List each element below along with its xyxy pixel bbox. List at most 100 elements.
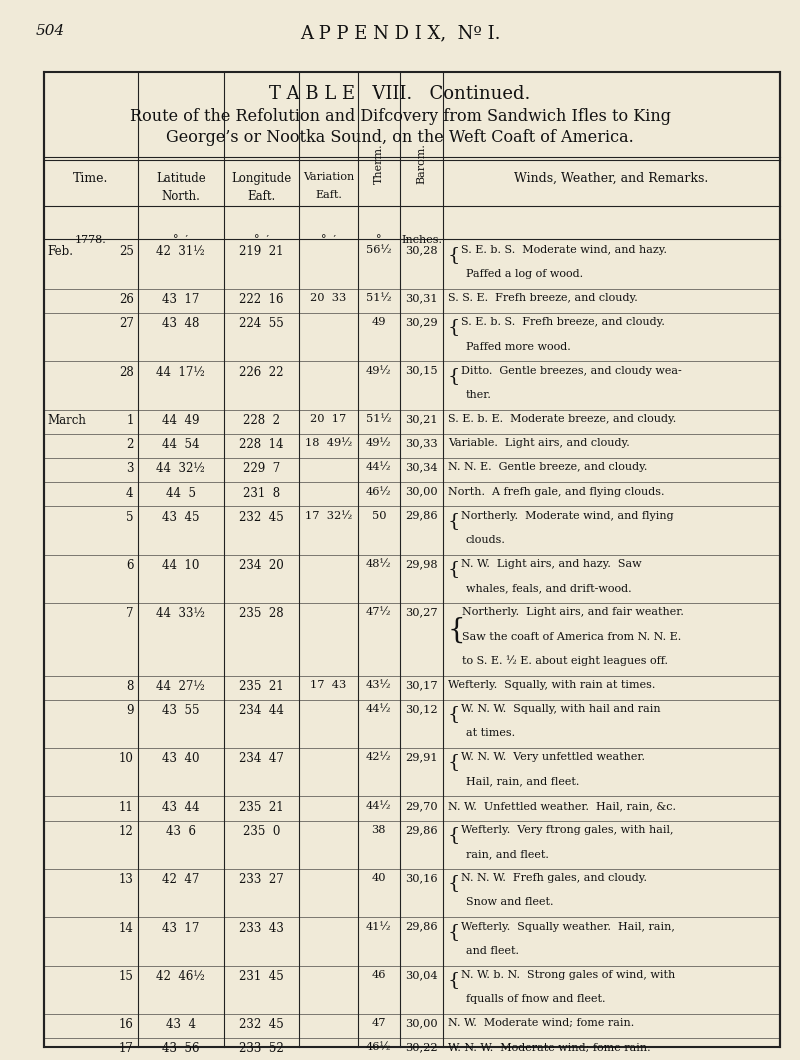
Text: N. N. E.  Gentle breeze, and cloudy.: N. N. E. Gentle breeze, and cloudy. <box>448 462 647 473</box>
Text: 229  7: 229 7 <box>243 462 280 475</box>
Text: 17  32½: 17 32½ <box>305 511 352 520</box>
Text: {: { <box>448 971 460 989</box>
Text: 14: 14 <box>118 921 134 935</box>
Text: N. W.  Unfettled weather.  Hail, rain, &c.: N. W. Unfettled weather. Hail, rain, &c. <box>448 800 676 811</box>
Text: 42  47: 42 47 <box>162 873 199 886</box>
Text: whales, feals, and drift-wood.: whales, feals, and drift-wood. <box>466 583 631 594</box>
Text: 44  27½: 44 27½ <box>157 679 205 693</box>
Text: 44  10: 44 10 <box>162 559 199 572</box>
Text: 12: 12 <box>119 825 134 837</box>
Text: 30,16: 30,16 <box>406 873 438 883</box>
Text: 233  52: 233 52 <box>239 1042 284 1056</box>
Text: 44  49: 44 49 <box>162 414 199 427</box>
Text: 17: 17 <box>118 1042 134 1056</box>
Text: 18  49½: 18 49½ <box>305 438 352 448</box>
Text: {: { <box>448 318 460 336</box>
Text: 234  20: 234 20 <box>239 559 284 572</box>
Text: °: ° <box>376 235 382 245</box>
Text: 43  4: 43 4 <box>166 1019 196 1031</box>
Text: North.: North. <box>162 190 200 202</box>
Text: Feb.: Feb. <box>47 245 73 258</box>
Text: Ditto.  Gentle breezes, and cloudy wea-: Ditto. Gentle breezes, and cloudy wea- <box>461 366 682 375</box>
Text: 30,17: 30,17 <box>406 679 438 690</box>
Text: 30,33: 30,33 <box>406 438 438 448</box>
Text: 504: 504 <box>36 24 66 38</box>
Text: to S. E. ½ E. about eight leagues off.: to S. E. ½ E. about eight leagues off. <box>462 656 669 667</box>
Text: 30,12: 30,12 <box>406 704 438 714</box>
Text: Saw the coaft of America from N. N. E.: Saw the coaft of America from N. N. E. <box>462 632 682 641</box>
Text: °  ′: ° ′ <box>321 235 336 245</box>
Text: Time.: Time. <box>73 172 109 184</box>
Text: {: { <box>448 874 460 893</box>
Text: {: { <box>448 826 460 844</box>
Text: 222  16: 222 16 <box>239 294 284 306</box>
Text: 30,04: 30,04 <box>406 970 438 979</box>
Text: North.  A frefh gale, and flying clouds.: North. A frefh gale, and flying clouds. <box>448 487 665 496</box>
Text: 16: 16 <box>118 1019 134 1031</box>
Text: 9: 9 <box>126 704 134 717</box>
Text: 30,34: 30,34 <box>406 462 438 473</box>
Text: rain, and fleet.: rain, and fleet. <box>466 849 549 859</box>
Text: 26: 26 <box>118 294 134 306</box>
Text: 234  47: 234 47 <box>239 753 284 765</box>
Text: Snow and fleet.: Snow and fleet. <box>466 898 553 907</box>
Text: 224  55: 224 55 <box>239 317 284 331</box>
Text: Latitude: Latitude <box>156 172 206 184</box>
Text: 42½: 42½ <box>366 753 391 762</box>
Text: 51½: 51½ <box>366 294 391 303</box>
Text: S. E. b. E.  Moderate breeze, and cloudy.: S. E. b. E. Moderate breeze, and cloudy. <box>448 414 676 424</box>
Text: 30,29: 30,29 <box>406 317 438 328</box>
Text: W. N. W.  Very unfettled weather.: W. N. W. Very unfettled weather. <box>461 753 645 762</box>
Text: Barom.: Barom. <box>417 143 426 184</box>
Text: Eaft.: Eaft. <box>247 190 276 202</box>
Text: {: { <box>448 367 460 385</box>
Text: 226  22: 226 22 <box>239 366 284 378</box>
Text: 3: 3 <box>126 462 134 475</box>
Text: Paffed a log of wood.: Paffed a log of wood. <box>466 269 582 279</box>
Text: 44  32½: 44 32½ <box>157 462 205 475</box>
Text: 48½: 48½ <box>366 559 391 569</box>
Text: 231  45: 231 45 <box>239 970 284 983</box>
Text: 29,86: 29,86 <box>406 511 438 520</box>
Text: Hail, rain, and fleet.: Hail, rain, and fleet. <box>466 777 579 787</box>
Text: 15: 15 <box>118 970 134 983</box>
Text: 41½: 41½ <box>366 921 391 932</box>
Text: 43  17: 43 17 <box>162 921 199 935</box>
Text: 10: 10 <box>118 753 134 765</box>
Text: 46½: 46½ <box>366 487 391 496</box>
Text: 49½: 49½ <box>366 366 391 375</box>
Text: 27: 27 <box>118 317 134 331</box>
Text: 29,91: 29,91 <box>406 753 438 762</box>
Text: March: March <box>47 414 86 427</box>
Text: 7: 7 <box>126 607 134 620</box>
Text: 42  31½: 42 31½ <box>157 245 205 258</box>
Text: 2: 2 <box>126 438 134 452</box>
Text: {: { <box>448 246 460 264</box>
Text: 228  14: 228 14 <box>239 438 284 452</box>
Text: Route of the Refolution and Difcovery from Sandwich Ifles to King: Route of the Refolution and Difcovery fr… <box>130 108 670 125</box>
Text: 44  33½: 44 33½ <box>156 607 206 620</box>
Text: 51½: 51½ <box>366 414 391 424</box>
Text: Variation: Variation <box>302 172 354 181</box>
Text: 219  21: 219 21 <box>239 245 284 258</box>
Text: 44½: 44½ <box>366 800 391 811</box>
Text: Northerly.  Light airs, and fair weather.: Northerly. Light airs, and fair weather. <box>462 607 684 617</box>
Text: 44½: 44½ <box>366 704 391 714</box>
Text: 43  56: 43 56 <box>162 1042 199 1056</box>
Text: 232  45: 232 45 <box>239 1019 284 1031</box>
Text: 233  27: 233 27 <box>239 873 284 886</box>
Text: {: { <box>448 922 460 940</box>
Text: 44  17½: 44 17½ <box>157 366 205 378</box>
Text: A P P E N D I X,  Nº I.: A P P E N D I X, Nº I. <box>300 24 500 42</box>
Text: Eaft.: Eaft. <box>315 190 342 199</box>
Text: 1: 1 <box>126 414 134 427</box>
Text: 43  55: 43 55 <box>162 704 199 717</box>
Text: N. W. b. N.  Strong gales of wind, with: N. W. b. N. Strong gales of wind, with <box>461 970 675 979</box>
Text: N. N. W.  Frefh gales, and cloudy.: N. N. W. Frefh gales, and cloudy. <box>461 873 647 883</box>
Text: 29,86: 29,86 <box>406 921 438 932</box>
Text: 40: 40 <box>371 873 386 883</box>
Text: 43  40: 43 40 <box>162 753 199 765</box>
Text: 25: 25 <box>118 245 134 258</box>
Text: 30,22: 30,22 <box>406 1042 438 1053</box>
Text: clouds.: clouds. <box>466 535 506 545</box>
